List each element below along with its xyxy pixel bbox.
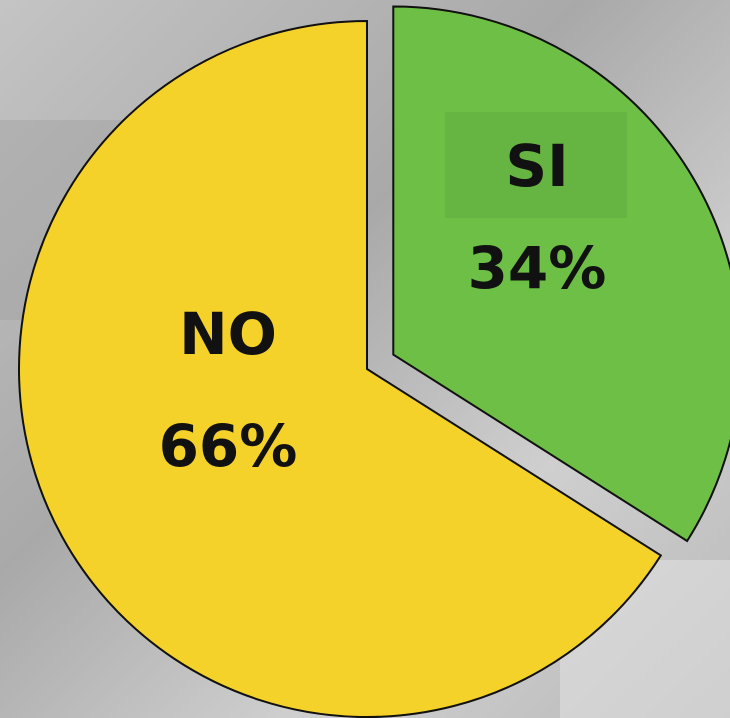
slice-label: NO [179,300,277,368]
slice-label: SI [505,132,568,200]
value-label: 34% [468,234,607,302]
label-highlight [445,112,627,218]
value-label: 66% [159,412,298,480]
pie-slice [18,19,663,718]
labels: SI 34% NO 66% [159,112,627,480]
